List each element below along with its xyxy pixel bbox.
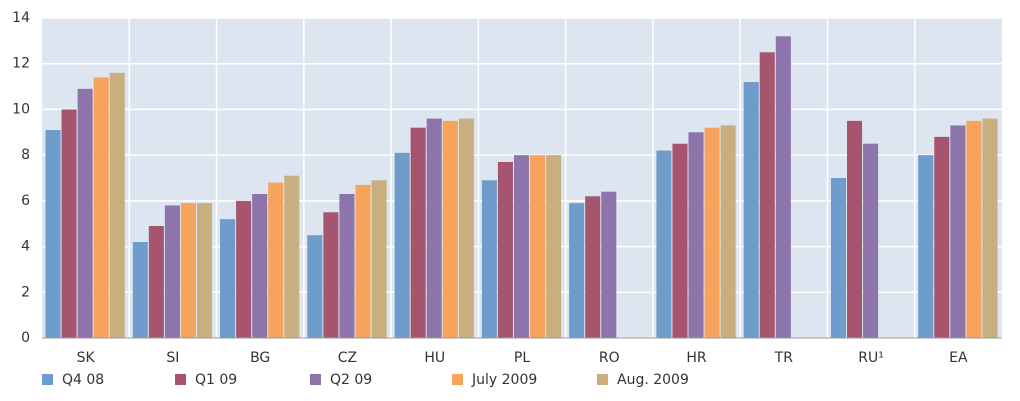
legend-swatch xyxy=(42,374,53,385)
bar xyxy=(830,178,847,338)
bar xyxy=(863,143,879,338)
bar xyxy=(982,118,998,338)
x-tick-label: RO xyxy=(599,350,620,366)
bar xyxy=(355,184,371,338)
bar xyxy=(672,143,688,338)
x-tick-label: SK xyxy=(77,350,96,366)
legend-label: Aug. 2009 xyxy=(617,372,689,388)
bar xyxy=(45,130,61,338)
bar xyxy=(497,162,513,338)
bar xyxy=(132,242,148,338)
bar xyxy=(371,180,387,338)
y-tick-label: 0 xyxy=(21,330,30,346)
legend-swatch xyxy=(597,374,608,385)
bar xyxy=(323,212,339,338)
bar xyxy=(426,118,442,338)
legend-label: July 2009 xyxy=(471,372,537,388)
bar xyxy=(458,118,474,338)
bar xyxy=(93,77,109,338)
bar xyxy=(220,219,236,338)
x-tick-label: BG xyxy=(250,350,270,366)
x-tick-label: CZ xyxy=(338,350,357,366)
bar xyxy=(950,125,966,338)
bar xyxy=(775,36,791,339)
bar xyxy=(196,203,213,338)
y-tick-label: 4 xyxy=(21,239,30,255)
bar xyxy=(442,120,458,338)
bar xyxy=(569,203,585,338)
bar xyxy=(759,52,775,339)
bar xyxy=(704,127,720,338)
bar xyxy=(61,109,77,338)
bar xyxy=(720,125,736,338)
bar xyxy=(530,155,546,338)
legend-swatch xyxy=(175,374,186,385)
y-tick-label: 6 xyxy=(21,193,30,209)
x-tick-label: HU xyxy=(424,350,445,366)
bar xyxy=(394,152,410,338)
x-tick-label: TR xyxy=(774,350,794,366)
y-tick-label: 10 xyxy=(12,101,30,117)
bar xyxy=(339,194,355,338)
bar xyxy=(743,82,759,338)
x-tick-label: SI xyxy=(166,350,179,366)
bar xyxy=(148,226,164,338)
y-tick-label: 12 xyxy=(12,56,30,72)
bar xyxy=(513,155,530,338)
bar xyxy=(284,175,300,338)
legend-label: Q2 09 xyxy=(330,372,372,388)
legend-label: Q1 09 xyxy=(195,372,237,388)
x-tick-label: PL xyxy=(514,350,530,366)
legend-swatch xyxy=(452,374,463,385)
x-tick-label: EA xyxy=(949,350,968,366)
bar xyxy=(164,205,180,338)
legend-swatch xyxy=(310,374,321,385)
bar xyxy=(268,182,284,338)
x-tick-label: HR xyxy=(686,350,707,366)
y-tick-label: 2 xyxy=(21,284,30,300)
bar xyxy=(180,203,196,338)
bar xyxy=(481,180,497,338)
bar xyxy=(236,200,252,338)
bar xyxy=(77,88,93,338)
y-tick-label: 14 xyxy=(12,10,30,26)
bar xyxy=(546,155,562,338)
bar xyxy=(656,150,672,338)
y-tick-label: 8 xyxy=(21,147,30,163)
bar xyxy=(109,72,125,338)
bar xyxy=(252,194,268,338)
bar xyxy=(307,235,323,338)
legend-label: Q4 08 xyxy=(62,372,104,388)
bar xyxy=(585,196,601,338)
bar xyxy=(847,120,863,338)
bar xyxy=(410,127,426,338)
bar xyxy=(934,136,950,338)
bar xyxy=(601,191,617,338)
bar xyxy=(918,155,934,338)
bar xyxy=(688,132,704,338)
x-tick-label: RU¹ xyxy=(858,350,884,366)
bar xyxy=(966,120,982,338)
